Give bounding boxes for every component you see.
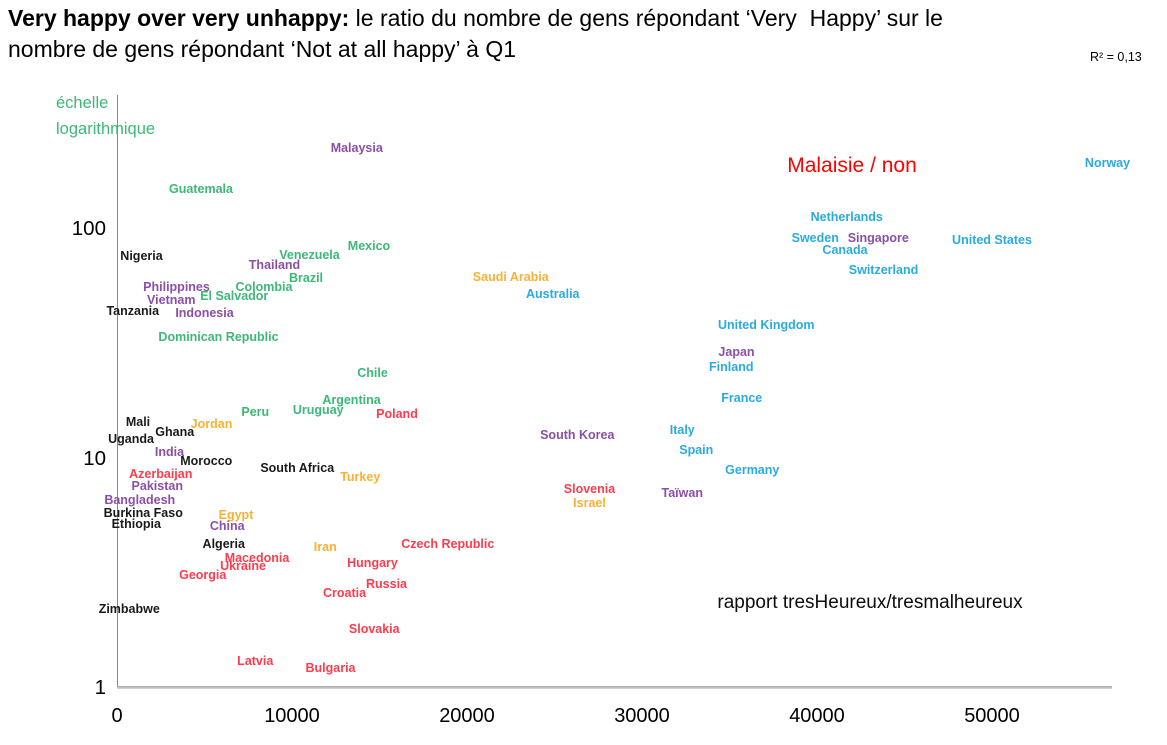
- country-label: Uganda: [108, 431, 154, 446]
- country-label: Egypt: [218, 507, 254, 522]
- country-label: United States: [952, 232, 1032, 247]
- country-label: Mali: [125, 415, 151, 430]
- country-label: Saudi Arabia: [472, 269, 549, 284]
- country-label: Slovakia: [348, 622, 400, 637]
- country-label: Macedonia: [224, 550, 290, 565]
- country-label: Bulgaria: [305, 661, 356, 676]
- log-scale-note-line1: échelle: [56, 94, 109, 112]
- country-label: South Africa: [260, 460, 335, 475]
- y-tick-label: 10: [83, 446, 106, 470]
- country-label: Zimbabwe: [98, 602, 160, 617]
- country-label: Italy: [669, 423, 695, 438]
- country-label: Ukraine: [220, 559, 266, 574]
- country-label: Uruguay: [292, 402, 344, 417]
- country-label: Sweden: [791, 231, 839, 246]
- country-label: Brazil: [288, 271, 324, 286]
- country-label: Poland: [376, 407, 418, 422]
- country-label: Philippines: [143, 279, 210, 294]
- country-label: Burkina Faso: [103, 505, 183, 520]
- log-scale-note: échelle logarithmique: [56, 90, 155, 142]
- country-label: Algeria: [202, 536, 245, 551]
- country-label: Israel: [573, 495, 606, 510]
- country-label: Germany: [725, 463, 780, 478]
- country-label: Czech Republic: [401, 536, 495, 551]
- country-label: Slovenia: [563, 481, 616, 496]
- country-label: China: [209, 518, 245, 533]
- country-label: Azerbaijan: [129, 466, 193, 481]
- x-tick-label: 30000: [614, 705, 670, 727]
- country-label: Dominican Republic: [158, 329, 279, 344]
- country-label: Canada: [822, 243, 868, 257]
- country-label: Australia: [526, 287, 580, 302]
- x-tick-label: 0: [111, 705, 123, 727]
- country-label: Morocco: [180, 453, 233, 468]
- r-squared-label: R² = 0,13: [1090, 50, 1142, 64]
- country-label: South Korea: [540, 428, 615, 443]
- country-label: El Salvador: [200, 289, 269, 304]
- annotation-malaisie: Malaisie / non: [787, 154, 917, 177]
- country-label: Singapore: [847, 231, 909, 246]
- country-label: Nigeria: [120, 249, 163, 264]
- title-rest-part: le ratio du nombre de gens répondant ‘Ve…: [349, 5, 943, 31]
- country-label: Mexico: [347, 239, 391, 254]
- y-axis-line: [117, 95, 118, 688]
- country-label: Vietnam: [147, 293, 196, 308]
- title-bold-part: Very happy over very unhappy:: [8, 5, 350, 31]
- country-label: Peru: [241, 404, 270, 419]
- log-scale-note-line2: logarithmique: [56, 120, 156, 138]
- country-label: Croatia: [322, 585, 367, 600]
- country-label: Chile: [357, 365, 388, 380]
- country-label: Iran: [313, 540, 337, 555]
- y-tick-label: 100: [71, 217, 106, 240]
- country-label: France: [721, 390, 763, 405]
- country-label: Colombia: [235, 279, 293, 294]
- country-label: Georgia: [179, 568, 227, 583]
- country-label: Thailand: [248, 257, 301, 272]
- x-tick-label: 50000: [964, 705, 1020, 727]
- y-tick-label: 1: [94, 676, 106, 699]
- x-tick-label: 10000: [264, 705, 320, 727]
- country-label: Venezuela: [279, 248, 340, 263]
- x-tick-label: 40000: [789, 705, 845, 727]
- country-label: Japan: [718, 345, 755, 360]
- country-label: Argentina: [322, 392, 381, 407]
- country-label: Tanzania: [106, 303, 160, 318]
- x-tick-label: 20000: [439, 705, 495, 727]
- page-title: Very happy over very unhappy: le ratio d…: [8, 3, 1153, 65]
- country-label: Jordan: [190, 417, 233, 432]
- country-label: Latvia: [237, 654, 274, 669]
- country-label: Guatemala: [169, 181, 233, 196]
- country-label: Finland: [709, 360, 754, 375]
- title-line2: nombre de gens répondant ‘Not at all hap…: [8, 36, 517, 62]
- country-label: Hungary: [347, 556, 398, 571]
- country-label: Malaysia: [330, 141, 383, 156]
- country-label: Ethiopia: [111, 516, 161, 531]
- x-axis-line: [117, 686, 1112, 689]
- country-label: Indonesia: [175, 306, 234, 321]
- country-label: Switzerland: [848, 263, 919, 278]
- country-label: Spain: [679, 442, 714, 457]
- country-label: India: [154, 444, 185, 459]
- country-label: Taïwan: [661, 485, 703, 500]
- country-label: Norway: [1084, 155, 1131, 170]
- country-label: Russia: [366, 576, 407, 591]
- country-label: Netherlands: [810, 209, 883, 224]
- annotation-rapport: rapport tresHeureux/tresmalheureux: [717, 592, 1023, 613]
- country-label: United Kingdom: [717, 318, 815, 333]
- country-label: Ghana: [155, 425, 195, 440]
- country-label: Turkey: [340, 470, 381, 485]
- country-label: Bangladesh: [104, 492, 176, 507]
- country-label: Pakistan: [131, 478, 183, 493]
